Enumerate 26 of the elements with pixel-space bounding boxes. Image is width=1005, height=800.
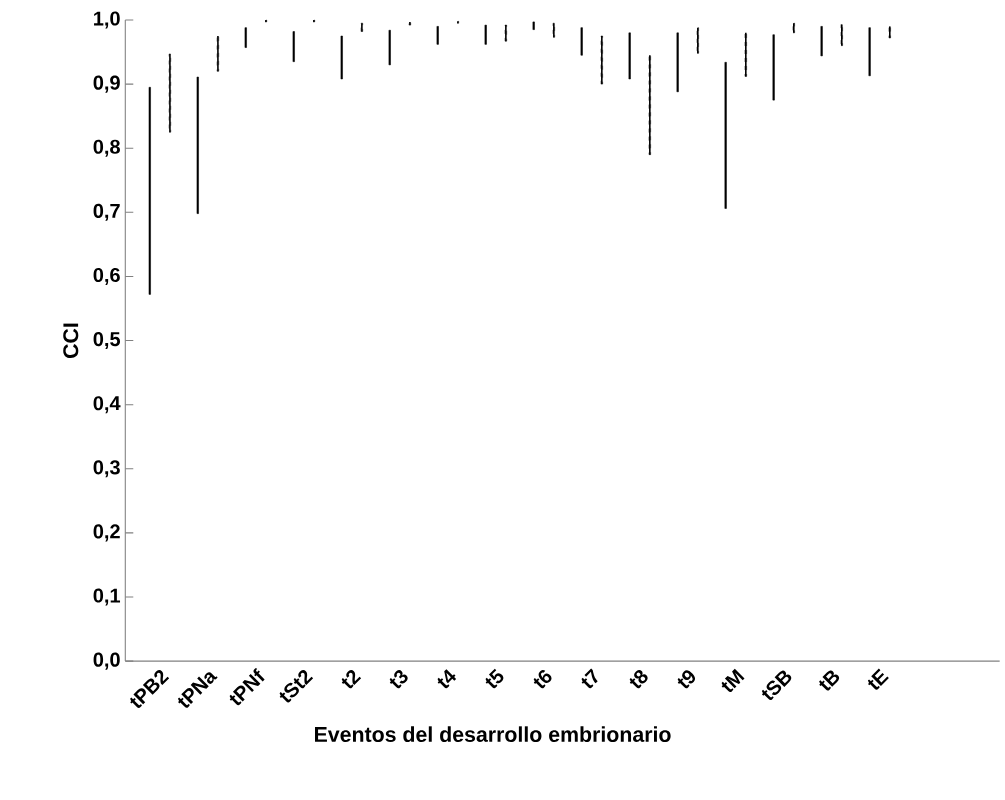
x-tick-label: t9 [677, 670, 696, 689]
x-tick-label: t6 [533, 670, 552, 689]
y-tick-label: 0,8 [93, 139, 120, 157]
x-tick-label: tSt2 [279, 670, 314, 703]
x-tick-label: tE [867, 668, 889, 690]
y-tick-label: 0,1 [93, 588, 121, 606]
x-tick-label: t7 [581, 668, 598, 689]
x-tick-label: t3 [389, 670, 408, 689]
x-tick-label: t4 [437, 669, 457, 689]
x-tick-label: t2 [341, 670, 362, 689]
x-tick-label: t5 [485, 668, 504, 689]
x-axis-title: Eventos del desarrollo embrionario [315, 726, 671, 743]
y-tick-label: 0,2 [93, 524, 120, 542]
y-tick-label: 0,4 [93, 396, 121, 414]
x-tick-label: t8 [629, 670, 648, 689]
y-tick-label: 0,7 [93, 203, 120, 221]
y-tick-label: 0,6 [93, 268, 120, 286]
x-tick-label: tM [721, 668, 745, 693]
y-tick-label: 0,5 [93, 332, 121, 350]
y-tick-label: 1,0 [94, 11, 120, 29]
y-tick-label: 0,9 [93, 75, 120, 93]
y-tick-label: 0,3 [93, 460, 120, 478]
y-tick-label: 0,0 [93, 652, 120, 670]
x-tick-label: tB [819, 670, 840, 691]
y-axis-title: CCI [63, 323, 79, 359]
x-tick-label: tSB [761, 670, 792, 701]
